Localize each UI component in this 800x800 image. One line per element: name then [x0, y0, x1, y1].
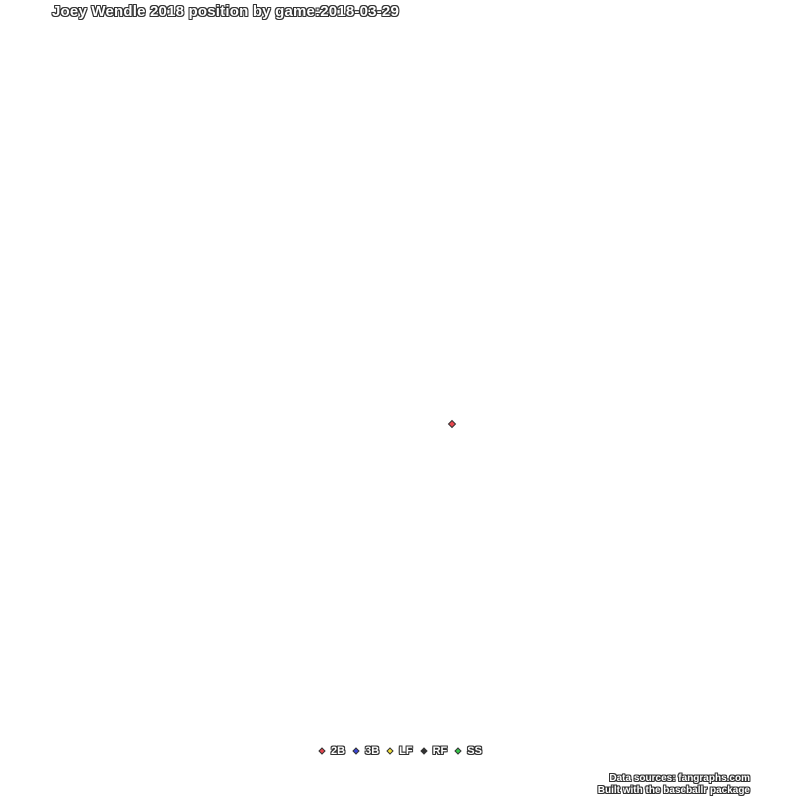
caption-line-source: Data sources: fangraphs.com	[609, 773, 750, 784]
legend-item-rf: RF	[419, 745, 448, 757]
legend-key-rf	[419, 747, 428, 755]
legend: 2B 3B LF RF SS	[0, 745, 800, 757]
caption-line-package: Built with the baseballr package	[597, 785, 750, 796]
legend-item-3b: 3B	[352, 745, 379, 757]
legend-key-lf	[386, 747, 394, 755]
chart-title: Joey Wendle 2018 position by game:2018-0…	[52, 3, 399, 20]
legend-label-lf: LF	[399, 745, 413, 757]
legend-label-3b: 3B	[365, 745, 380, 757]
caption: Data sources: fangraphs.com Built with t…	[598, 773, 750, 797]
legend-key-ss	[454, 747, 462, 755]
legend-key-3b	[352, 747, 360, 755]
legend-item-lf: LF	[386, 745, 413, 757]
legend-key-2b	[318, 747, 326, 755]
legend-item-ss: SS	[454, 745, 482, 757]
legend-label-rf: RF	[432, 745, 448, 757]
legend-label-ss: SS	[467, 745, 482, 757]
data-point-2b	[447, 419, 457, 429]
legend-item-2b: 2B	[318, 745, 345, 757]
legend-label-2b: 2B	[331, 745, 346, 757]
